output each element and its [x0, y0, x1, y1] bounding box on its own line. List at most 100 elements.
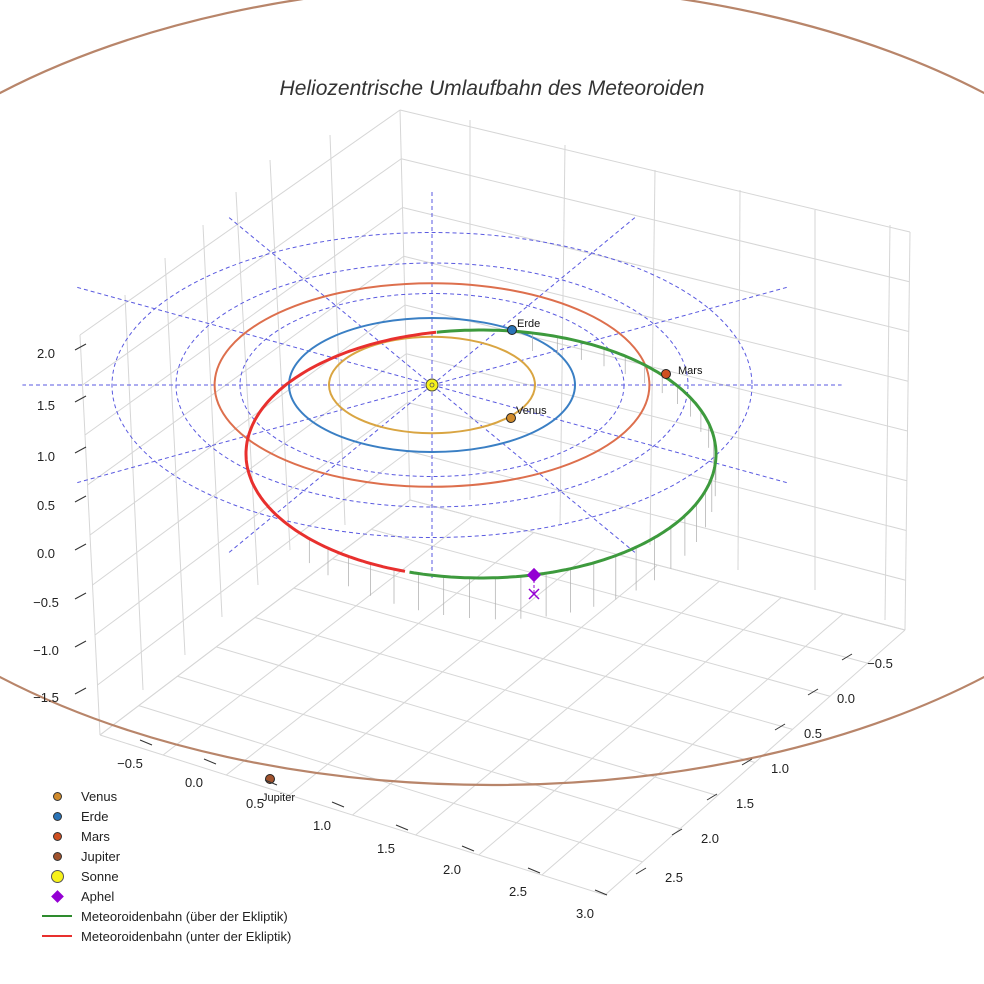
z-tick-mark [74, 495, 87, 503]
jupiter-orbit [0, 0, 984, 786]
grid-line [216, 646, 718, 797]
x-tick-label: 3.0 [576, 906, 594, 921]
grid-line [79, 109, 401, 336]
grid-line [559, 144, 566, 526]
grid-line [399, 109, 911, 233]
legend: Venus Erde Mars Jupiter Sonne Aphel Meteoroide… [40, 786, 291, 946]
ecliptic-spoke [431, 384, 638, 555]
x-tick-label: 1.5 [377, 841, 395, 856]
legend-item: Meteoroidenbahn (über der Ekliptik) [40, 906, 291, 926]
grid-line [737, 189, 741, 571]
grid-line [884, 224, 891, 621]
grid-line [293, 587, 793, 730]
grid-line [84, 207, 403, 436]
ecliptic-spoke [431, 384, 787, 484]
x-tick-mark [139, 739, 153, 746]
z-tick-label: 1.0 [37, 449, 55, 464]
legend-item: Mars [40, 826, 291, 846]
grid-line [254, 617, 756, 763]
z-tick-mark [74, 640, 87, 648]
grid-line [89, 304, 406, 536]
legend-item: Aphel [40, 886, 291, 906]
grid-line [407, 402, 907, 531]
y-tick-label: 1.0 [771, 761, 789, 776]
x-tick-mark [527, 867, 541, 874]
x-tick-label: 2.5 [509, 884, 527, 899]
x-tick-mark [203, 758, 217, 765]
grid-box [79, 109, 911, 896]
grid-line [92, 353, 407, 586]
y-tick-mark [671, 828, 683, 836]
z-tick-label: −1.5 [33, 690, 59, 705]
legend-label: Sonne [81, 868, 119, 884]
x-tick-label: 0.0 [185, 775, 203, 790]
legend-symbol [40, 806, 74, 826]
y-tick-label: 0.0 [837, 691, 855, 706]
legend-item: Venus [40, 786, 291, 806]
z-tick-mark [74, 543, 87, 551]
z-tick-mark [74, 343, 87, 351]
grid-line [371, 528, 868, 664]
erde-marker [507, 325, 517, 335]
z-tick-label: −1.0 [33, 643, 59, 658]
legend-label: Meteoroidenbahn (unter der Ekliptik) [81, 928, 292, 944]
sun-marker [425, 378, 439, 392]
legend-label: Aphel [81, 888, 115, 904]
legend-item: Erde [40, 806, 291, 826]
legend-label: Mars [81, 828, 110, 844]
ecliptic-spoke [226, 384, 433, 555]
legend-symbol [40, 826, 74, 846]
x-tick-label: −0.5 [117, 756, 143, 771]
x-tick-label: 0.5 [246, 796, 264, 811]
legend-symbol [40, 906, 74, 926]
aphelion-marker [526, 567, 542, 583]
legend-label: Jupiter [81, 848, 121, 864]
erde-label: Erde [517, 318, 540, 330]
z-tick-mark [74, 446, 87, 454]
ecliptic-spoke [77, 384, 433, 484]
grid-line [649, 169, 656, 546]
legend-label: Meteoroidenbahn (über der Ekliptik) [81, 908, 288, 924]
grid-line [332, 558, 831, 697]
x-tick-label: 1.0 [313, 818, 331, 833]
y-tick-mark [807, 688, 819, 696]
legend-symbol [40, 846, 74, 866]
grid-line [403, 255, 909, 382]
jupiter-label: Jupiter [262, 792, 295, 804]
x-tick-mark [594, 889, 608, 896]
grid-line [409, 499, 906, 631]
y-tick-label: 2.0 [701, 831, 719, 846]
mars-marker [661, 369, 671, 379]
y-tick-mark [635, 867, 647, 875]
y-tick-mark [706, 793, 718, 801]
venus-marker [506, 413, 516, 423]
grid-line [408, 450, 906, 581]
grid-line [99, 734, 606, 896]
ecliptic-spoke [226, 215, 433, 386]
aphelion-projection-marker [528, 588, 540, 600]
venus-orbit [328, 335, 536, 435]
venus-label: Venus [516, 405, 547, 417]
ecliptic-ring [111, 232, 753, 538]
grid-line [269, 159, 291, 551]
y-tick-label: −0.5 [867, 656, 893, 671]
legend-item: Jupiter [40, 846, 291, 866]
legend-symbol [40, 886, 74, 906]
sun-core [429, 382, 435, 388]
ecliptic-spoke [431, 286, 787, 386]
y-tick-mark [774, 723, 786, 731]
grid-line [404, 304, 908, 432]
legend-item: Sonne [40, 866, 291, 886]
grid-line [94, 402, 408, 636]
z-tick-mark [74, 395, 87, 403]
y-tick-label: 0.5 [804, 726, 822, 741]
z-tick-label: 2.0 [37, 346, 55, 361]
legend-label: Venus [81, 788, 118, 804]
grid-line [177, 675, 681, 830]
z-tick-label: −0.5 [33, 595, 59, 610]
z-tick-label: 0.0 [37, 546, 55, 561]
mars-label: Mars [678, 365, 703, 377]
ecliptic-spoke [77, 286, 433, 386]
grid-line [82, 158, 402, 386]
